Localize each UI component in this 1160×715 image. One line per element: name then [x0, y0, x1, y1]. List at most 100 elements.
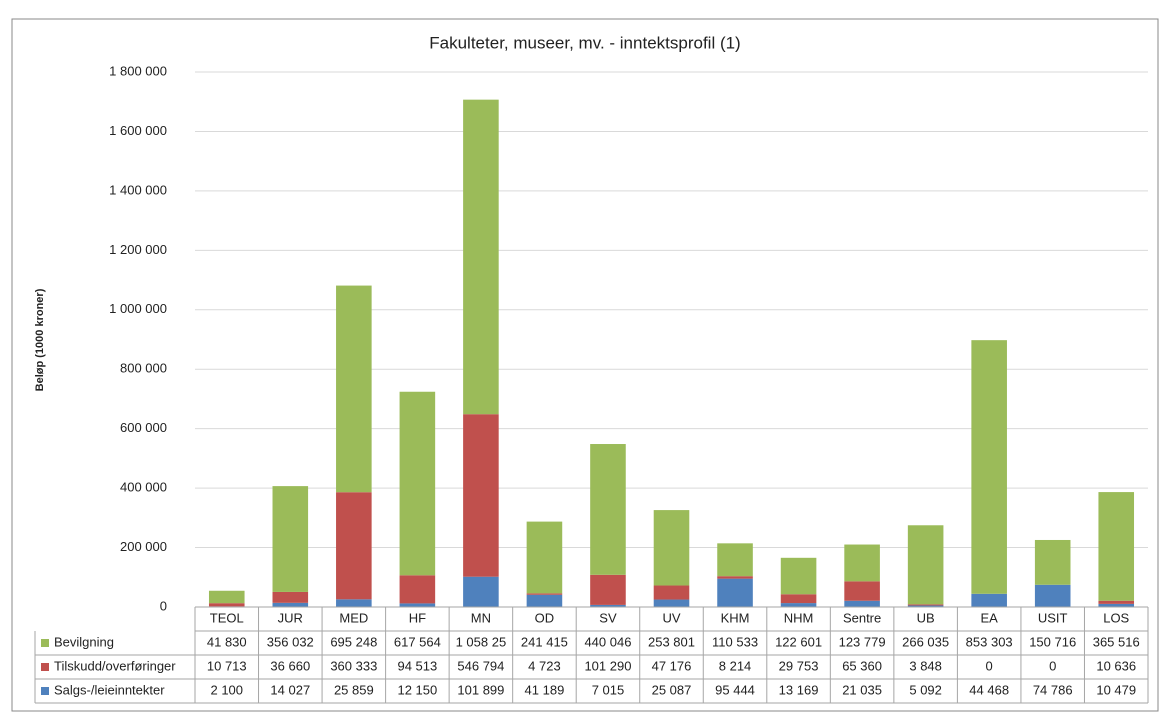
table-value: 12 150	[397, 682, 437, 697]
bar-segment	[463, 576, 499, 607]
table-value: 8 214	[719, 658, 752, 673]
bar-segment	[208, 590, 245, 604]
bar-segment	[272, 602, 309, 607]
table-value: 2 100	[210, 682, 243, 697]
bar-segment	[399, 575, 436, 604]
table-value: 21 035	[842, 682, 882, 697]
table-value: 25 859	[334, 682, 374, 697]
x-tick-label: KHM	[721, 610, 750, 625]
bar-segment	[463, 99, 499, 415]
x-tick-label: OD	[535, 610, 555, 625]
table-value: 360 333	[330, 658, 377, 673]
x-tick-label: MN	[471, 610, 491, 625]
x-tick-label: LOS	[1103, 610, 1129, 625]
bar-segment	[208, 603, 245, 607]
table-value: 101 290	[584, 658, 631, 673]
table-value: 25 087	[652, 682, 692, 697]
table-value: 4 723	[528, 658, 561, 673]
x-tick-label: JUR	[278, 610, 303, 625]
bar-segment	[653, 510, 690, 586]
bar-segment	[971, 340, 1007, 594]
chart-frame	[11, 18, 1159, 712]
table-value: 14 027	[270, 682, 310, 697]
bar-segment	[590, 574, 626, 605]
table-value: 10 479	[1096, 682, 1136, 697]
bar-segment	[907, 604, 944, 606]
table-value: 440 046	[584, 634, 631, 649]
bar-segment	[336, 492, 372, 600]
table-value: 0	[986, 658, 993, 673]
legend-label: Salgs-/leieinntekter	[54, 682, 165, 697]
y-tick-label: 200 000	[120, 539, 167, 554]
bar-segment	[780, 594, 817, 604]
table-value: 122 601	[775, 634, 822, 649]
table-value: 241 415	[521, 634, 568, 649]
bar-segment	[526, 521, 563, 594]
bar-segment	[653, 599, 690, 607]
table-value: 10 713	[207, 658, 247, 673]
table-value: 29 753	[779, 658, 819, 673]
table-value: 10 636	[1096, 658, 1136, 673]
table-value: 253 801	[648, 634, 695, 649]
bar-segment	[399, 391, 436, 576]
table-value: 101 899	[457, 682, 504, 697]
bar-segment	[590, 604, 626, 607]
bar-segment	[1098, 492, 1135, 601]
bar-segment	[272, 591, 309, 603]
bar-segment	[336, 285, 372, 493]
bar-segment	[653, 585, 690, 600]
y-tick-label: 1 600 000	[109, 123, 167, 138]
table-value: 123 779	[839, 634, 886, 649]
bar-segment	[463, 414, 499, 577]
y-tick-label: 1 000 000	[109, 301, 167, 316]
bar-segment	[1098, 603, 1135, 607]
table-value: 365 516	[1093, 634, 1140, 649]
x-tick-label: NHM	[784, 610, 814, 625]
bar-segment	[780, 557, 817, 595]
x-tick-label: EA	[980, 610, 998, 625]
x-tick-label: UV	[662, 610, 680, 625]
legend-swatch	[41, 687, 49, 695]
table-value: 266 035	[902, 634, 949, 649]
table-value: 74 786	[1033, 682, 1073, 697]
bar-segment	[844, 544, 880, 582]
table-value: 356 032	[267, 634, 314, 649]
table-value: 36 660	[270, 658, 310, 673]
bar-segment	[717, 543, 753, 577]
chart-title: Fakulteter, museer, mv. - inntektsprofil…	[429, 33, 740, 52]
table-value: 617 564	[394, 634, 441, 649]
y-tick-label: 1 800 000	[109, 63, 167, 78]
table-value: 0	[1049, 658, 1056, 673]
y-tick-label: 1 400 000	[109, 182, 167, 197]
table-value: 3 848	[909, 658, 942, 673]
bar-segment	[1098, 600, 1135, 604]
x-tick-label: HF	[409, 610, 426, 625]
bar-segment	[590, 444, 626, 575]
bar-segment	[907, 605, 944, 607]
bar-segment	[399, 603, 436, 607]
table-value: 695 248	[330, 634, 377, 649]
table-value: 5 092	[909, 682, 942, 697]
bar-segment	[1034, 539, 1071, 585]
table-value: 94 513	[397, 658, 437, 673]
bar-segment	[844, 600, 880, 607]
table-value: 853 303	[966, 634, 1013, 649]
bar-segment	[336, 599, 372, 607]
table-value: 1 058 25	[456, 634, 507, 649]
y-tick-label: 1 200 000	[109, 242, 167, 257]
bar-segment	[1034, 584, 1071, 607]
table-value: 41 830	[207, 634, 247, 649]
table-value: 65 360	[842, 658, 882, 673]
table-value: 7 015	[592, 682, 625, 697]
x-tick-label: MED	[339, 610, 368, 625]
table-value: 150 716	[1029, 634, 1076, 649]
bar-segment	[272, 486, 309, 592]
bar-segment	[844, 581, 880, 601]
table-value: 13 169	[779, 682, 819, 697]
legend-swatch	[41, 663, 49, 671]
x-tick-label: UB	[917, 610, 935, 625]
y-tick-label: 400 000	[120, 480, 167, 495]
bar-segment	[907, 525, 944, 605]
table-value: 546 794	[457, 658, 504, 673]
